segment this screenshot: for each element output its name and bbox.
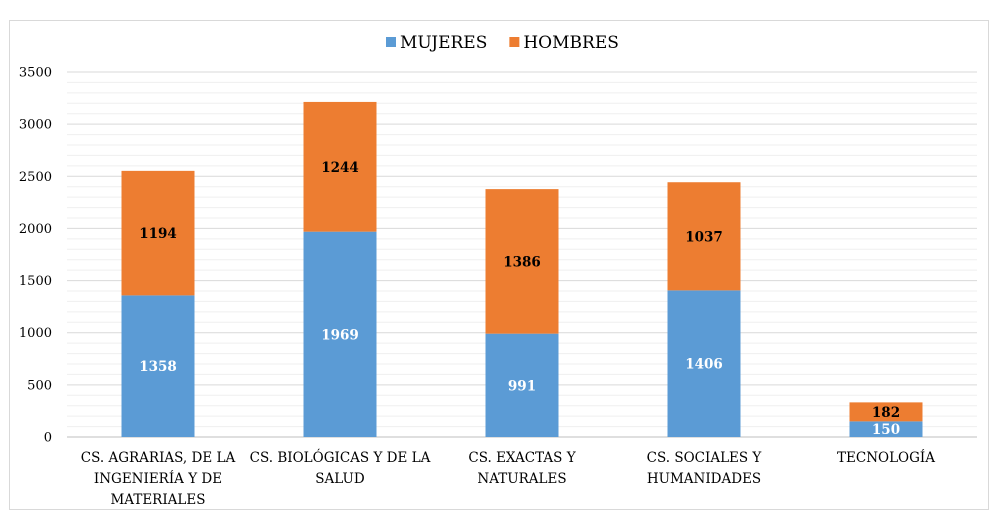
data-label: 1244	[321, 160, 359, 176]
bar-hombres	[849, 402, 923, 422]
bars	[121, 101, 923, 437]
y-axis: 0 500 1000 1500 2000 2500 3000 3500	[19, 66, 52, 446]
y-tick-label: 1500	[19, 274, 52, 289]
data-label: 1194	[139, 226, 177, 242]
y-tick-label: 500	[27, 378, 52, 393]
x-category-label: HUMANIDADES	[647, 471, 761, 487]
y-tick-label: 3500	[19, 66, 52, 81]
legend-swatch-hombres	[509, 37, 520, 47]
y-tick-label: 0	[44, 431, 52, 446]
data-label: 1969	[321, 327, 359, 343]
bar-mujeres	[303, 231, 377, 437]
bar-hombres	[485, 189, 559, 334]
legend: MUJERES HOMBRES	[386, 33, 619, 53]
x-category-label: CS. SOCIALES Y	[647, 450, 763, 466]
y-tick-label: 1000	[19, 326, 52, 341]
data-label: 1386	[503, 254, 541, 270]
bar-mujeres	[667, 290, 741, 437]
y-tick-label: 2000	[19, 222, 52, 237]
x-category-label: CS. EXACTAS Y	[468, 450, 576, 466]
y-tick-label: 3000	[19, 118, 52, 133]
y-tick-label: 2500	[19, 170, 52, 185]
bar-hombres	[303, 101, 377, 232]
x-axis: CS. AGRARIAS, DE LA INGENIERÍA Y DE MATERI…	[81, 449, 935, 508]
x-category-label: CS. AGRARIAS, DE LA	[81, 450, 236, 466]
data-label: 1037	[685, 229, 723, 245]
x-category-label: NATURALES	[477, 471, 566, 487]
data-label: 1358	[139, 359, 177, 375]
x-category-label: MATERIALES	[110, 492, 205, 508]
legend-label-hombres: HOMBRES	[523, 33, 619, 53]
data-label: 150	[872, 422, 900, 438]
bar-mujeres	[121, 295, 195, 437]
bar-hombres	[121, 170, 195, 296]
x-category-label: TECNOLOGÍA	[837, 450, 935, 466]
bar-mujeres	[849, 421, 923, 437]
legend-label-mujeres: MUJERES	[400, 33, 487, 53]
legend-swatch-mujeres	[386, 37, 396, 47]
x-category-label: INGENIERÍA Y DE	[94, 471, 222, 487]
data-label: 991	[508, 378, 536, 394]
bar-hombres	[667, 182, 741, 291]
x-category-label: SALUD	[315, 471, 365, 487]
x-category-label: CS. BIOLÓGICAS Y DE LA	[250, 449, 431, 466]
data-label: 182	[872, 405, 900, 421]
bar-mujeres	[485, 333, 559, 437]
data-label: 1406	[685, 357, 723, 373]
